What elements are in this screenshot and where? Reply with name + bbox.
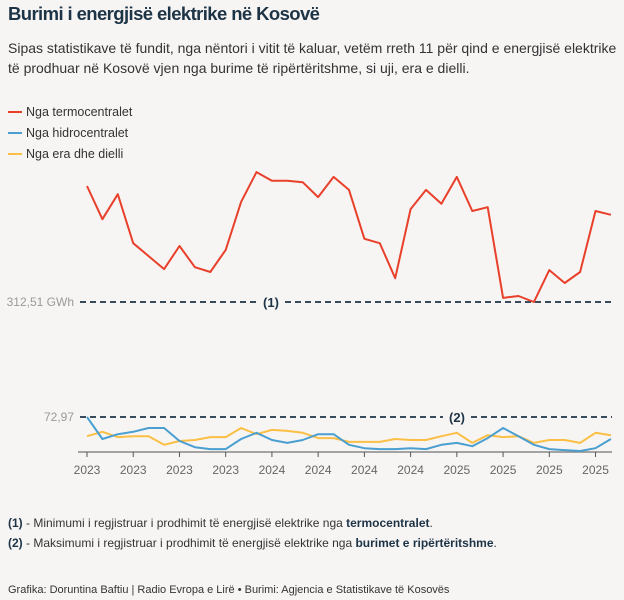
legend: Nga termocentralet Nga hidrocentralet Ng… bbox=[8, 101, 132, 164]
reference-label: 312,51 GWh bbox=[7, 295, 74, 309]
x-tick-label: 2023 bbox=[74, 463, 101, 477]
legend-item-thermal: Nga termocentralet bbox=[8, 101, 132, 122]
legend-label-hydro: Nga hidrocentralet bbox=[26, 125, 129, 140]
chart-subtitle: Sipas statistikave të fundit, nga nëntor… bbox=[8, 40, 617, 76]
legend-label-wind-solar: Nga era dhe dielli bbox=[26, 146, 124, 161]
legend-swatch-thermal bbox=[8, 110, 22, 113]
legend-item-wind-solar: Nga era dhe dielli bbox=[8, 143, 132, 164]
chart-title: Burimi i energjisë elektrike në Kosovë bbox=[8, 3, 320, 24]
legend-swatch-wind-solar bbox=[8, 152, 22, 155]
legend-item-hydro: Nga hidrocentralet bbox=[8, 122, 132, 143]
footnote-1: (1) - Minimumi i regjistruar i prodhimit… bbox=[8, 516, 433, 530]
reference-marker: (1) bbox=[263, 295, 279, 310]
x-tick-label: 2024 bbox=[259, 463, 286, 477]
legend-swatch-hydro bbox=[8, 131, 22, 134]
footnotes: (1) - Minimumi i regjistruar i prodhimit… bbox=[8, 513, 497, 553]
series-line-0 bbox=[86, 171, 612, 303]
x-tick-label: 2024 bbox=[305, 463, 332, 477]
reference-marker: (2) bbox=[449, 410, 465, 425]
x-tick-label: 2025 bbox=[490, 463, 517, 477]
x-tick-label: 2023 bbox=[212, 463, 239, 477]
x-tick-label: 2025 bbox=[582, 463, 609, 477]
x-tick-label: 2025 bbox=[536, 463, 563, 477]
x-tick-label: 2023 bbox=[120, 463, 147, 477]
x-tick-label: 2023 bbox=[166, 463, 193, 477]
legend-label-thermal: Nga termocentralet bbox=[26, 104, 133, 119]
series-line-1 bbox=[86, 416, 612, 452]
credit-line: Grafika: Doruntina Baftiu | Radio Evropa… bbox=[8, 584, 450, 596]
x-tick-label: 2024 bbox=[397, 463, 424, 477]
reference-label: 72,97 bbox=[44, 410, 74, 424]
x-tick-label: 2025 bbox=[443, 463, 470, 477]
x-tick-label: 2024 bbox=[351, 463, 378, 477]
footnote-2: (2) - Maksimumi i regjistruar i prodhimi… bbox=[8, 536, 497, 550]
